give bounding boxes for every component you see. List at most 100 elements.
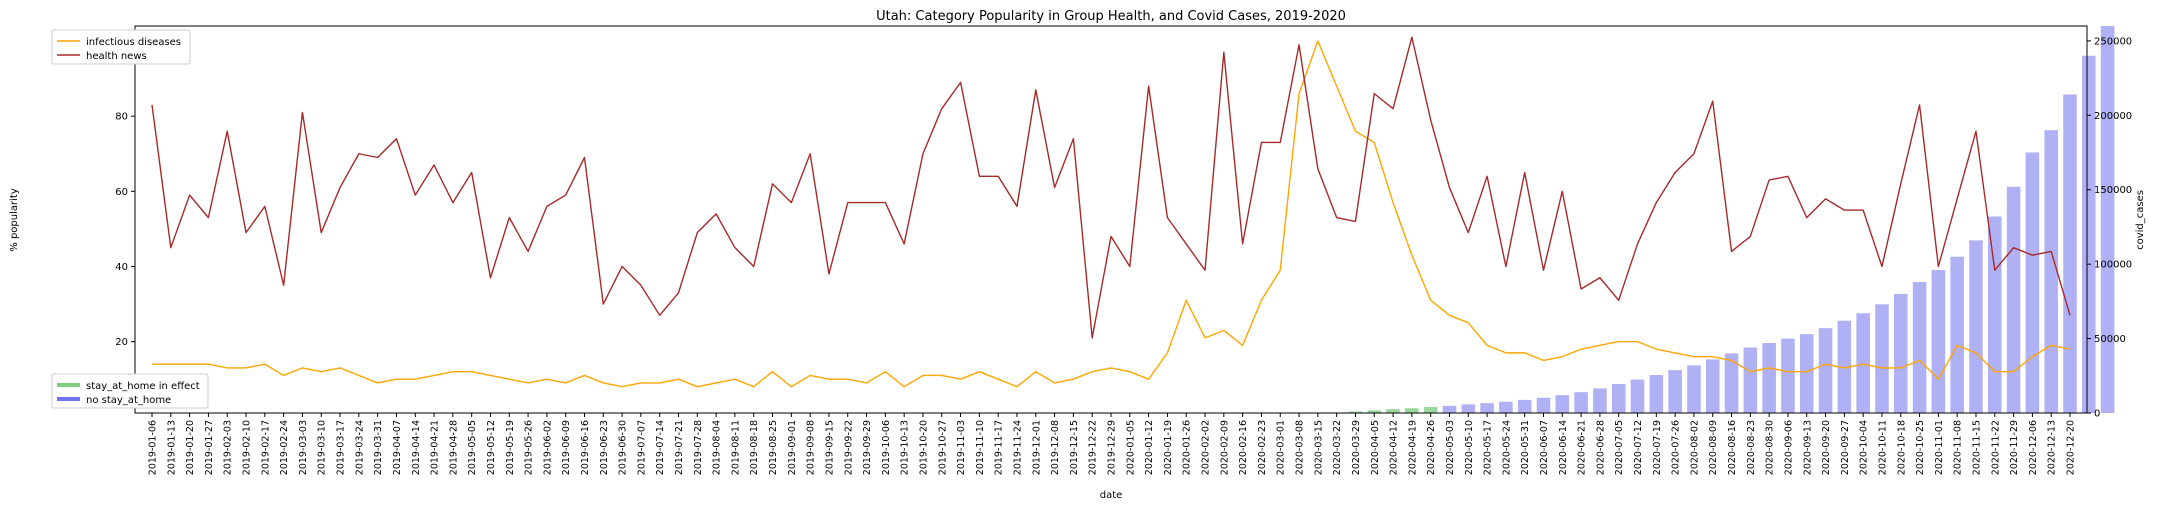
x-tick-label: 2019-08-25 (768, 420, 779, 475)
y-tick-label: 20 (115, 337, 128, 348)
covid-bar (1631, 380, 1645, 413)
x-tick-label: 2019-07-28 (693, 420, 704, 475)
x-tick-label: 2020-10-18 (1896, 420, 1907, 475)
x-tick-label: 2020-03-01 (1276, 420, 1287, 475)
y-tick-label: 60 (115, 187, 128, 198)
covid-bar (1894, 294, 1908, 413)
x-tick-label: 2020-11-15 (1971, 420, 1982, 475)
x-tick-label: 2019-01-20 (185, 420, 196, 475)
x-tick-label: 2019-06-30 (618, 420, 629, 475)
covid-bar (1556, 395, 1570, 413)
x-tick-label: 2020-09-27 (1840, 420, 1851, 475)
bars-layer (1330, 26, 2115, 413)
x-tick-label: 2020-07-12 (1633, 420, 1644, 475)
x-tick-label: 2019-06-16 (580, 420, 591, 475)
covid-bar (1913, 282, 1927, 413)
x-tick-label: 2019-05-26 (524, 420, 535, 475)
covid-bar (1856, 313, 1870, 413)
x-tick-label: 2020-11-08 (1953, 420, 1964, 475)
legend-bottom: stay_at_home in effect no stay_at_home (52, 374, 208, 408)
x-tick-label: 2019-09-01 (787, 420, 798, 475)
x-tick-label: 2019-02-10 (242, 420, 253, 475)
x-axis-label: date (1100, 490, 1123, 501)
x-tick-label: 2020-03-22 (1332, 420, 1343, 475)
x-tick-label: 2019-11-17 (994, 420, 1005, 475)
x-tick-label: 2019-11-10 (975, 420, 986, 475)
y2-tick-label: 0 (2094, 409, 2100, 420)
covid-bar (1574, 392, 1588, 413)
x-tick-label: 2020-04-05 (1370, 420, 1381, 475)
covid-bar (2082, 56, 2096, 413)
x-tick-label: 2019-05-19 (505, 420, 516, 475)
x-tick-label: 2020-04-26 (1426, 420, 1437, 475)
x-tick-label: 2020-10-04 (1859, 420, 1870, 475)
covid-bar (1499, 402, 1513, 413)
covid-bar (1969, 240, 1983, 413)
x-tick-label: 2020-07-19 (1652, 420, 1663, 475)
x-tick-label: 2020-05-03 (1445, 420, 1456, 475)
x-tick-label: 2020-05-17 (1483, 420, 1494, 475)
x-tick-label: 2020-07-05 (1614, 420, 1625, 475)
x-tick-label: 2019-03-24 (354, 420, 365, 475)
covid-bar (1650, 375, 1664, 413)
covid-bar (1725, 353, 1739, 413)
x-tick-label: 2019-04-28 (448, 420, 459, 475)
y2-tick-label: 250000 (2094, 36, 2132, 47)
x-tick-label: 2019-10-13 (900, 420, 911, 475)
covid-bar (1706, 359, 1720, 413)
covid-bar (1819, 328, 1833, 413)
y2-axis-label: covid_cases (2135, 190, 2146, 250)
covid-bar (1518, 400, 1532, 413)
x-tick-label: 2019-03-17 (336, 420, 347, 475)
legend-label-no-stay-at-home: no stay_at_home (86, 395, 171, 406)
x-tick-label: 2019-06-23 (599, 420, 610, 475)
covid-bar (2044, 130, 2058, 413)
x-tick-label: 2019-03-03 (298, 420, 309, 475)
x-tick-label: 2019-12-01 (1031, 420, 1042, 475)
x-tick-label: 2019-09-29 (862, 420, 873, 475)
x-tick-label: 2019-07-21 (674, 420, 685, 475)
x-tick-label: 2020-10-11 (1877, 420, 1888, 475)
x-tick-label: 2020-07-26 (1671, 420, 1682, 475)
x-tick-label: 2019-10-20 (918, 420, 929, 475)
covid-bar (1800, 334, 1814, 413)
x-tick-label: 2019-07-07 (636, 420, 647, 475)
x-tick-label: 2020-08-09 (1708, 420, 1719, 475)
covid-bar (1687, 365, 1701, 413)
x-tick-label: 2019-01-13 (166, 420, 177, 475)
legend-label-stay-at-home: stay_at_home in effect (86, 381, 200, 392)
x-tick-label: 2020-06-14 (1558, 420, 1569, 475)
x-tick-label: 2020-03-15 (1313, 420, 1324, 475)
legend-top: infectious diseases health news (52, 30, 190, 64)
x-tick-label: 2019-12-08 (1050, 420, 1061, 475)
covid-bar (1424, 407, 1438, 413)
covid-bar (1405, 408, 1419, 413)
x-tick-label: 2020-04-19 (1407, 420, 1418, 475)
x-tick-label: 2019-06-02 (542, 420, 553, 475)
chart-title: Utah: Category Popularity in Group Healt… (876, 9, 1346, 24)
x-tick-label: 2019-04-21 (430, 420, 441, 475)
legend-label-infectious: infectious diseases (86, 37, 181, 48)
series-line-health-news (152, 37, 2070, 338)
x-tick-label: 2019-12-15 (1069, 420, 1080, 475)
covid-bar (1386, 409, 1400, 413)
x-tick-label: 2020-11-22 (1990, 420, 2001, 475)
x-tick-label: 2020-09-13 (1802, 420, 1813, 475)
x-tick-label: 2019-03-10 (317, 420, 328, 475)
x-tick-label: 2020-12-06 (2028, 420, 2039, 475)
x-tick-label: 2020-06-07 (1539, 420, 1550, 475)
x-tick-label: 2019-10-06 (881, 420, 892, 475)
x-tick-label: 2019-02-03 (223, 420, 234, 475)
x-tick-label: 2020-02-16 (1238, 420, 1249, 475)
x-tick-label: 2020-04-12 (1389, 420, 1400, 475)
x-tick-label: 2019-09-08 (806, 420, 817, 475)
covid-bar (1744, 348, 1758, 413)
covid-bar (1537, 398, 1551, 413)
x-tick-label: 2020-08-30 (1765, 420, 1776, 475)
x-tick-label: 2020-01-19 (1163, 420, 1174, 475)
x-tick-label: 2020-05-10 (1464, 420, 1475, 475)
x-tick-label: 2020-02-02 (1201, 420, 1212, 475)
x-tick-label: 2019-04-14 (411, 420, 422, 475)
covid-bar (1781, 339, 1795, 413)
x-tick-label: 2020-08-16 (1727, 420, 1738, 475)
